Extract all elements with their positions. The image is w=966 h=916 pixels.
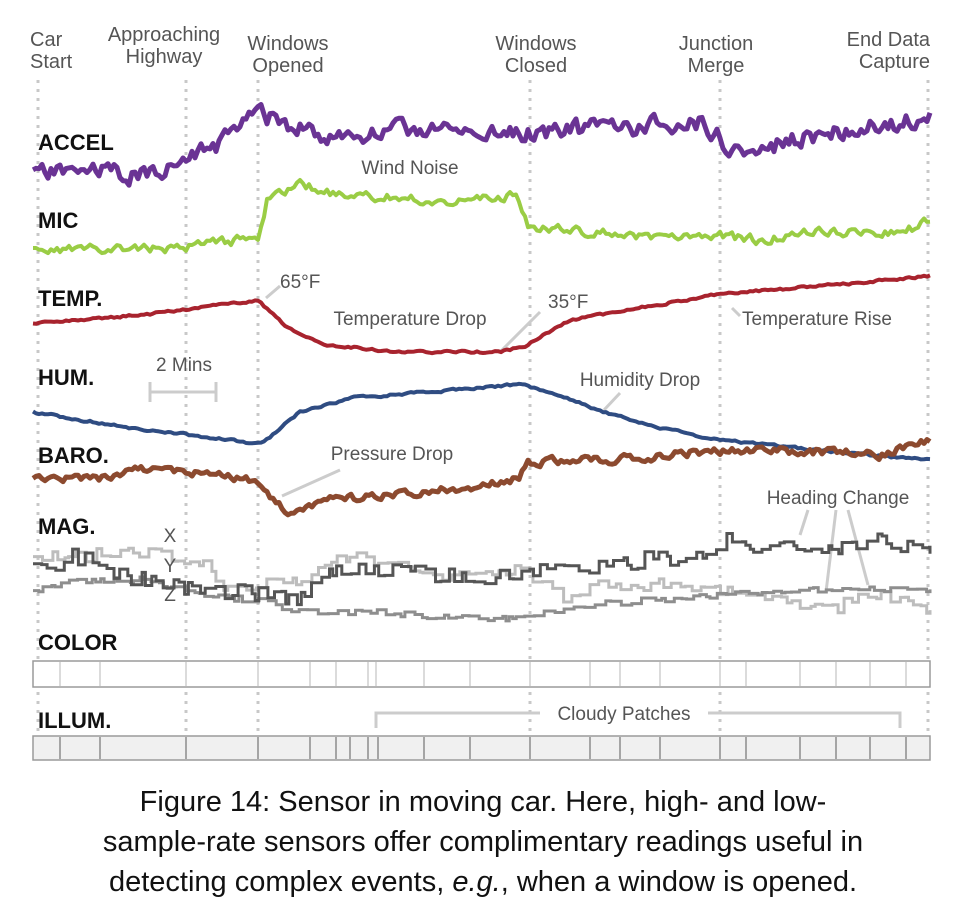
- annotation-leaders: [148, 284, 902, 728]
- color-strip-box: [32, 660, 931, 688]
- temp-rise-label: Temperature Rise: [742, 309, 892, 330]
- hum-series-line: [31, 381, 931, 462]
- row-label-baro: BARO.: [38, 443, 109, 468]
- temp-high-leader: [265, 284, 281, 300]
- heading-leader-1: [798, 509, 810, 536]
- hum-leader: [602, 391, 622, 412]
- baro-leader: [281, 468, 341, 498]
- temp-low-label: 35°F: [548, 292, 588, 313]
- row-labels: ACCEL MIC TEMP. HUM. BARO. MAG. COLOR IL…: [38, 130, 118, 733]
- wind-noise-label: Wind Noise: [361, 158, 458, 179]
- caption-line-2: sample-rate sensors offer complimentary …: [102, 826, 864, 858]
- mic-series-line: [33, 178, 931, 256]
- event-windows-closed-line2: Closed: [505, 55, 567, 77]
- scale-label: 2 Mins: [156, 355, 212, 376]
- illum-strip-box: [32, 735, 931, 761]
- pressure-drop-label: Pressure Drop: [331, 444, 454, 465]
- heading-leader-2: [824, 509, 838, 593]
- event-approaching-highway-line2: Highway: [126, 46, 203, 68]
- row-label-temp: TEMP.: [38, 286, 102, 311]
- accel-series-line: [31, 102, 933, 188]
- row-label-mag: MAG.: [38, 514, 95, 539]
- row-label-hum: HUM.: [38, 365, 94, 390]
- temp-high-label: 65°F: [280, 272, 320, 293]
- temp-series-line: [32, 273, 931, 356]
- row-label-color: COLOR: [38, 630, 118, 655]
- cloudy-bracket-left: [374, 711, 540, 728]
- sensor-chart: Car Start Approaching Highway Windows Op…: [30, 24, 933, 761]
- event-labels: Car Start Approaching Highway Windows Op…: [30, 24, 931, 77]
- annotation-labels: Wind Noise 65°F Temperature Drop 35°F Te…: [156, 158, 909, 725]
- event-windows-closed-line1: Windows: [495, 33, 576, 55]
- illum-strip: [32, 735, 931, 761]
- caption-line-3: detecting complex events, e.g., when a w…: [20, 862, 946, 902]
- mag-z-label: Z: [164, 585, 176, 606]
- row-label-mic: MIC: [38, 208, 78, 233]
- event-windows-opened-line1: Windows: [247, 33, 328, 55]
- baro-series-line: [31, 437, 932, 518]
- color-strip: [32, 660, 931, 688]
- cloudy-patches-label: Cloudy Patches: [557, 704, 690, 725]
- humidity-drop-label: Humidity Drop: [580, 370, 700, 391]
- row-label-accel: ACCEL: [38, 130, 114, 155]
- heading-change-label: Heading Change: [767, 488, 910, 509]
- temp-rise-leader: [730, 306, 742, 318]
- caption-line-3-start: detecting complex events,: [108, 866, 453, 898]
- event-windows-opened-line2: Opened: [252, 55, 323, 77]
- event-junction-merge-line2: Merge: [688, 55, 745, 77]
- temp-low-leader: [498, 310, 542, 354]
- caption-line-3-emphasis: e.g.: [452, 866, 501, 898]
- cloudy-bracket-right: [708, 711, 902, 728]
- event-junction-merge-line1: Junction: [679, 33, 754, 55]
- caption-line-3-end: , when a window is opened.: [500, 866, 858, 898]
- mag-y-label: Y: [164, 556, 177, 577]
- event-lines: [36, 80, 930, 760]
- event-car-start-line2: Start: [30, 51, 73, 73]
- figure-caption: Figure 14: Sensor in moving car. Here, h…: [20, 782, 946, 902]
- mag-x-series-line: [33, 532, 932, 607]
- event-car-start-line1: Car: [30, 29, 63, 51]
- event-end-data-capture-line2: Capture: [859, 51, 930, 73]
- caption-line-1: Figure 14: Sensor in moving car. Here, h…: [139, 786, 827, 818]
- event-approaching-highway-line1: Approaching: [108, 24, 220, 46]
- row-label-illum: ILLUM.: [38, 708, 111, 733]
- mag-x-label: X: [164, 526, 177, 547]
- event-end-data-capture-line1: End Data: [847, 29, 931, 51]
- sensor-traces: [31, 102, 933, 623]
- temp-drop-label: Temperature Drop: [333, 309, 486, 330]
